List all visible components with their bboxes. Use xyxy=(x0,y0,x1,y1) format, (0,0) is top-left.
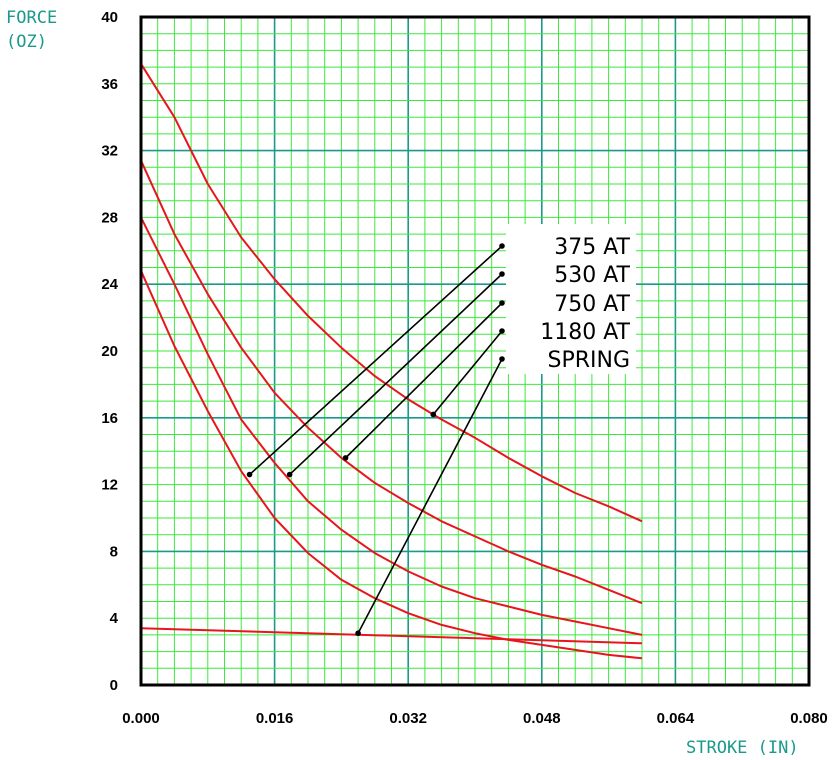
leader-dot xyxy=(499,300,505,306)
legend-label: 375 AT xyxy=(554,235,630,260)
y-tick-label: 20 xyxy=(101,343,118,360)
legend-label: 750 AT xyxy=(554,292,630,317)
legend-label: 1180 AT xyxy=(540,320,630,345)
leader-line xyxy=(357,358,503,634)
leader-dot xyxy=(499,271,505,277)
x-tick-label: 0.000 xyxy=(122,710,160,727)
leader-line xyxy=(249,245,503,476)
y-tick-label: 4 xyxy=(110,610,119,627)
curve-1180-at xyxy=(140,63,643,523)
legend-leaders xyxy=(246,243,505,637)
leader-dot xyxy=(246,471,253,478)
legend-box xyxy=(506,224,636,374)
x-tick-label: 0.032 xyxy=(389,710,427,727)
grid xyxy=(141,17,809,685)
x-tick-label: 0.016 xyxy=(256,710,294,727)
plot-frame xyxy=(139,15,811,687)
leader-line xyxy=(289,273,503,476)
legend-label: SPRING xyxy=(547,348,630,373)
y-tick-label: 12 xyxy=(101,477,118,494)
leader-dot xyxy=(499,243,505,249)
y-tick-label: 40 xyxy=(101,9,118,26)
leader-dot xyxy=(499,328,505,334)
tick-labels: 0 4 8 12 16 20 24 28 32 36 40 0.000 0.016 0.032 0.048 0… xyxy=(101,9,827,727)
y-tick-label: 16 xyxy=(101,410,118,427)
leader-line xyxy=(432,330,503,415)
y-tick-label: 32 xyxy=(101,143,118,160)
y-tick-label: 8 xyxy=(110,543,118,560)
y-tick-label: 24 xyxy=(101,276,118,293)
leader-dot xyxy=(342,455,349,461)
curve-375-at xyxy=(140,270,643,660)
x-tick-label: 0.064 xyxy=(657,710,695,727)
leader-line xyxy=(345,302,503,459)
legend-label: 530 AT xyxy=(554,263,630,288)
leader-dot xyxy=(286,471,293,478)
y-tick-label: 0 xyxy=(110,677,118,694)
leader-dot xyxy=(355,630,361,637)
leader-dot xyxy=(430,411,437,418)
x-tick-label: 0.048 xyxy=(523,710,561,727)
y-tick-label: 36 xyxy=(101,76,118,93)
curves xyxy=(140,63,643,660)
curve-spring xyxy=(140,627,643,645)
x-tick-label: 0.080 xyxy=(790,710,828,727)
curve-750-at xyxy=(140,160,643,605)
y-axis-title-line1: FORCE xyxy=(6,8,58,28)
y-tick-label: 28 xyxy=(101,209,118,226)
legend: 375 AT 530 AT 750 AT 1180 AT SPRING xyxy=(540,235,630,373)
x-axis-title: STROKE (IN) xyxy=(686,738,799,758)
y-axis-title-line2: (OZ) xyxy=(6,32,47,52)
curve-530-at xyxy=(140,216,643,636)
leader-dot xyxy=(499,356,505,362)
